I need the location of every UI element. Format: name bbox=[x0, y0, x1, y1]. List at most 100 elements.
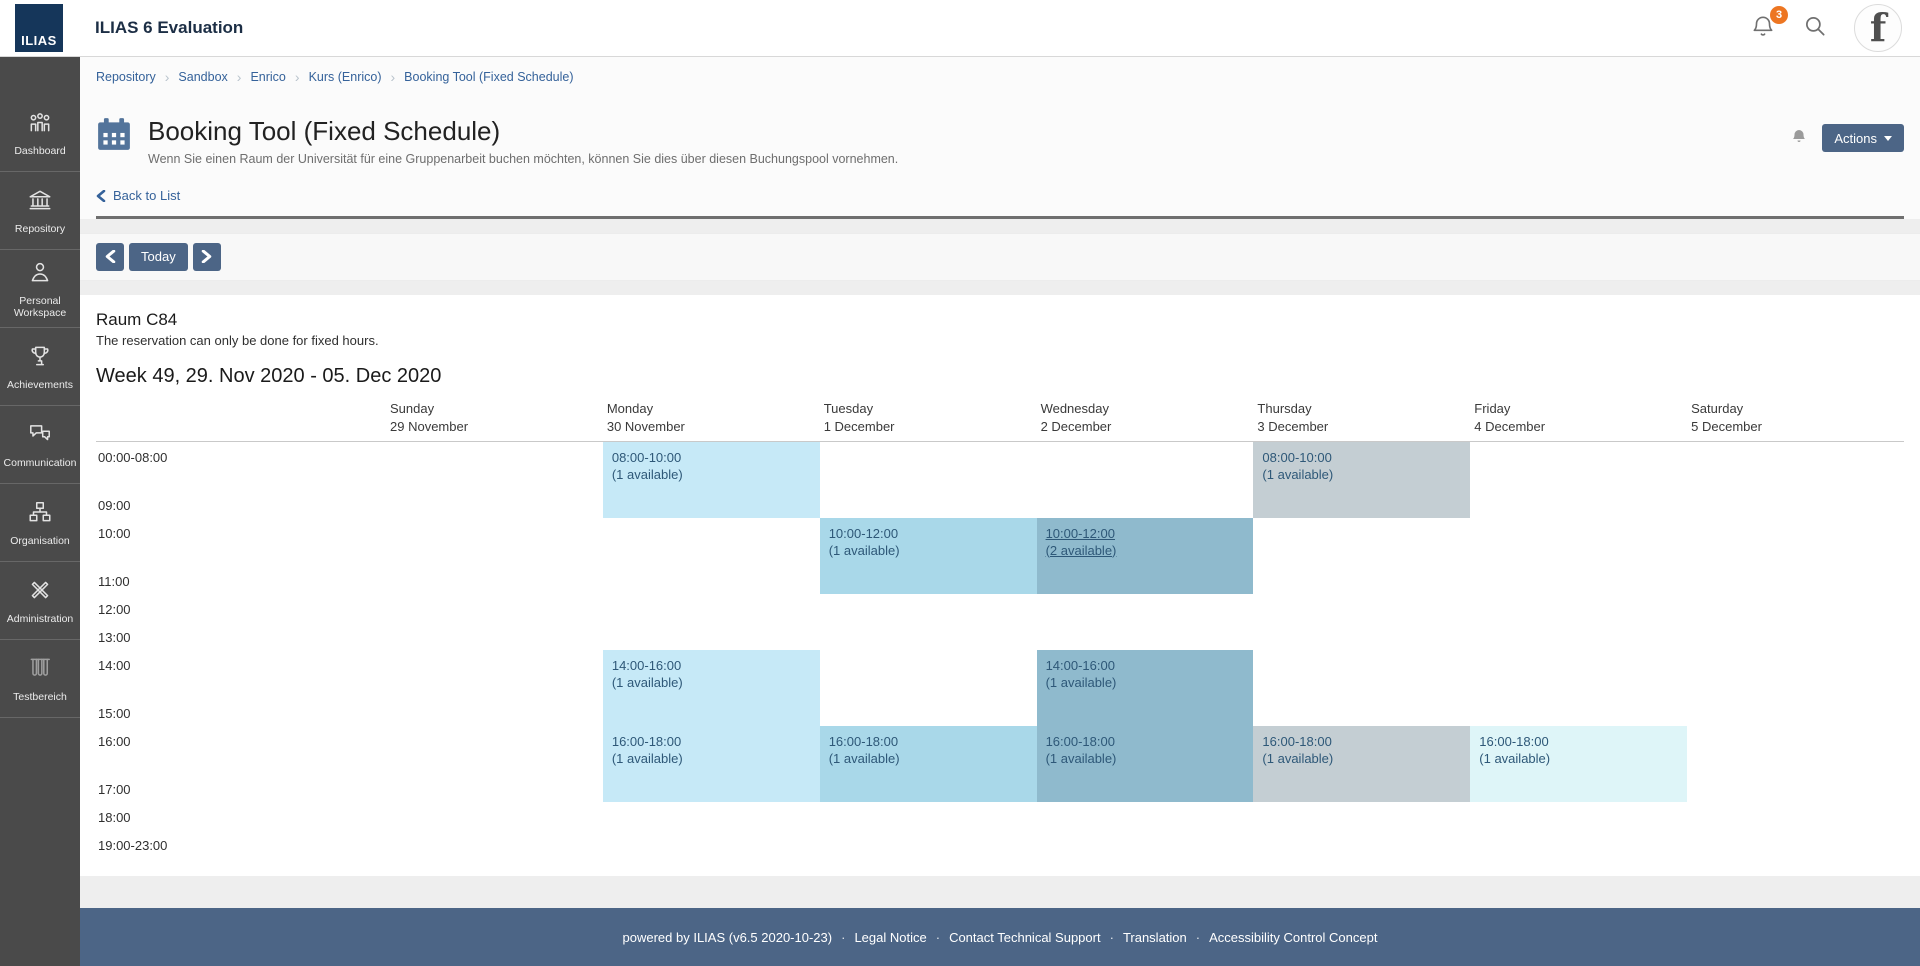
sidebar-item-achievements[interactable]: Achievements bbox=[0, 328, 80, 406]
calendar-grid: Sunday 29 November Monday 30 November Tuesda… bbox=[96, 398, 1904, 858]
breadcrumb-item[interactable]: Kurs (Enrico) bbox=[308, 69, 382, 84]
footer-separator: · bbox=[1109, 929, 1114, 945]
slot-availability: (1 available) bbox=[1045, 674, 1117, 690]
sidebar-item-dashboard[interactable]: Dashboard bbox=[0, 94, 80, 172]
footer-link-legal-notice[interactable]: Legal Notice bbox=[854, 929, 927, 945]
calendar-toolbar: Today bbox=[80, 232, 1920, 281]
slot-availability: (1 available) bbox=[828, 750, 900, 766]
footer-separator: · bbox=[935, 929, 941, 945]
booking-slot-thursday-0800-1000[interactable]: 08:00-10:00 (1 available) bbox=[1253, 441, 1471, 518]
breadcrumb-item[interactable]: Booking Tool (Fixed Schedule) bbox=[404, 69, 574, 84]
search-button[interactable] bbox=[1802, 13, 1828, 44]
sidebar-item-organisation[interactable]: Organisation bbox=[0, 484, 80, 562]
calendar-corner-cell bbox=[96, 398, 386, 442]
slot-availability: (1 available) bbox=[828, 542, 900, 558]
booking-slot-wednesday-1600-1800[interactable]: 16:00-18:00 (1 available) bbox=[1036, 725, 1254, 802]
booking-slot-monday-1600-1800[interactable]: 16:00-18:00 (1 available) bbox=[602, 725, 820, 802]
sidebar-item-testbereich[interactable]: Testbereich bbox=[0, 640, 80, 718]
slot-availability: (1 available) bbox=[1262, 750, 1334, 766]
day-date: 30 November bbox=[606, 418, 685, 434]
time-label: 13:00 bbox=[98, 629, 131, 645]
slot-availability: (2 available) bbox=[1045, 542, 1117, 558]
day-date: 3 December bbox=[1257, 418, 1329, 434]
achievements-icon bbox=[27, 343, 53, 374]
sidebar-item-label: Organisation bbox=[10, 534, 70, 547]
page-header: Booking Tool (Fixed Schedule) Wenn Sie e… bbox=[80, 96, 1920, 219]
booking-slot-wednesday-1000-1200[interactable]: 10:00-12:00 (2 available) bbox=[1036, 517, 1254, 594]
breadcrumb-separator-icon: › bbox=[294, 68, 300, 85]
sidebar-item-repository[interactable]: Repository bbox=[0, 172, 80, 250]
footer-link-accessibility-control-concept[interactable]: Accessibility Control Concept bbox=[1209, 929, 1378, 945]
app-title: ILIAS 6 Evaluation bbox=[95, 18, 244, 37]
slot-time: 14:00-16:00 bbox=[611, 657, 682, 673]
slot-availability: (1 available) bbox=[1262, 466, 1334, 482]
booking-slot-tuesday-1000-1200[interactable]: 10:00-12:00 (1 available) bbox=[819, 517, 1037, 594]
user-avatar[interactable]: f bbox=[1854, 4, 1902, 52]
top-bar: ILIAS ILIAS 6 Evaluation 3 f bbox=[0, 0, 1920, 57]
time-label: 18:00 bbox=[98, 809, 131, 825]
organisation-icon bbox=[27, 499, 53, 530]
personal-workspace-icon bbox=[27, 259, 53, 290]
page-title: Booking Tool (Fixed Schedule) bbox=[148, 116, 501, 146]
sidebar-item-administration[interactable]: Administration bbox=[0, 562, 80, 640]
communication-icon bbox=[27, 421, 53, 452]
day-date: 29 November bbox=[390, 418, 469, 434]
day-name: Thursday bbox=[1257, 400, 1312, 416]
day-header-monday: Monday 30 November bbox=[602, 398, 820, 442]
repository-icon bbox=[27, 187, 53, 218]
dashboard-icon bbox=[27, 109, 53, 140]
sidebar-item-label: Repository bbox=[14, 222, 66, 235]
day-name: Wednesday bbox=[1040, 400, 1109, 416]
time-label: 15:00 bbox=[98, 705, 131, 721]
actions-button[interactable]: Actions bbox=[1822, 124, 1904, 152]
day-date: 4 December bbox=[1474, 418, 1546, 434]
footer-link-contact-technical-support[interactable]: Contact Technical Support bbox=[949, 929, 1101, 945]
breadcrumb: Repository › Sandbox › Enrico › Kurs (Enrico) ›… bbox=[80, 57, 1920, 96]
time-label: 14:00 bbox=[98, 657, 131, 673]
sidebar-item-label: Dashboard bbox=[14, 144, 66, 157]
slot-time: 16:00-18:00 bbox=[611, 733, 682, 749]
booking-slot-monday-1400-1600[interactable]: 14:00-16:00 (1 available) bbox=[602, 649, 820, 726]
sidebar-item-personal-workspace[interactable]: Personal Workspace bbox=[0, 250, 80, 328]
footer-link-translation[interactable]: Translation bbox=[1122, 929, 1187, 945]
slot-availability: (1 available) bbox=[611, 674, 683, 690]
room-note: The reservation can only be done for fix… bbox=[96, 332, 379, 348]
day-name: Friday bbox=[1474, 400, 1511, 416]
ilias-logo[interactable]: ILIAS bbox=[15, 4, 63, 52]
time-label: 12:00 bbox=[98, 601, 131, 617]
day-header-friday: Friday 4 December bbox=[1470, 398, 1688, 442]
time-label: 16:00 bbox=[98, 733, 131, 749]
next-week-button[interactable] bbox=[192, 242, 221, 271]
today-button[interactable]: Today bbox=[129, 242, 188, 271]
back-to-list-link[interactable]: Back to List bbox=[96, 188, 180, 203]
notification-count-badge: 3 bbox=[1770, 5, 1788, 24]
booking-pool-calendar-icon bbox=[96, 116, 132, 157]
main-area: Repository › Sandbox › Enrico › Kurs (Enrico) ›… bbox=[80, 57, 1920, 966]
booking-slot-thursday-1600-1800[interactable]: 16:00-18:00 (1 available) bbox=[1253, 725, 1471, 802]
slot-time: 16:00-18:00 bbox=[1479, 733, 1549, 749]
booking-slot-wednesday-1400-1600[interactable]: 14:00-16:00 (1 available) bbox=[1036, 649, 1254, 726]
previous-week-button[interactable] bbox=[96, 242, 124, 271]
sidebar-item-label: Personal Workspace bbox=[13, 294, 67, 319]
booking-slot-friday-1600-1800[interactable]: 16:00-18:00 (1 available) bbox=[1470, 725, 1688, 802]
slot-time: 08:00-10:00 bbox=[1262, 449, 1332, 465]
breadcrumb-item[interactable]: Sandbox bbox=[178, 69, 228, 84]
footer: powered by ILIAS (v6.5 2020-10-23) · Legal… bbox=[80, 908, 1920, 966]
breadcrumb-separator-icon: › bbox=[164, 68, 170, 85]
day-name: Monday bbox=[606, 400, 654, 416]
breadcrumb-item[interactable]: Repository bbox=[96, 69, 156, 84]
booking-slot-tuesday-1600-1800[interactable]: 16:00-18:00 (1 available) bbox=[819, 725, 1037, 802]
slot-time: 10:00-12:00 bbox=[828, 525, 899, 541]
powered-by-text: powered by ILIAS (v6.5 2020-10-23) bbox=[622, 929, 833, 945]
notification-bell-icon[interactable] bbox=[1790, 127, 1808, 150]
week-title: Week 49, 29. Nov 2020 - 05. Dec 2020 bbox=[96, 364, 442, 387]
day-date: 2 December bbox=[1040, 418, 1112, 434]
time-label: 10:00 bbox=[98, 525, 131, 541]
notifications-button[interactable]: 3 bbox=[1750, 5, 1788, 44]
footer-separator: · bbox=[1195, 929, 1201, 945]
breadcrumb-item[interactable]: Enrico bbox=[250, 69, 286, 84]
time-label: 19:00-23:00 bbox=[98, 837, 168, 853]
booking-slot-monday-0800-1000[interactable]: 08:00-10:00 (1 available) bbox=[602, 441, 820, 518]
sidebar-item-communication[interactable]: Communication bbox=[0, 406, 80, 484]
page-description: Wenn Sie einen Raum der Universität für … bbox=[148, 152, 899, 166]
